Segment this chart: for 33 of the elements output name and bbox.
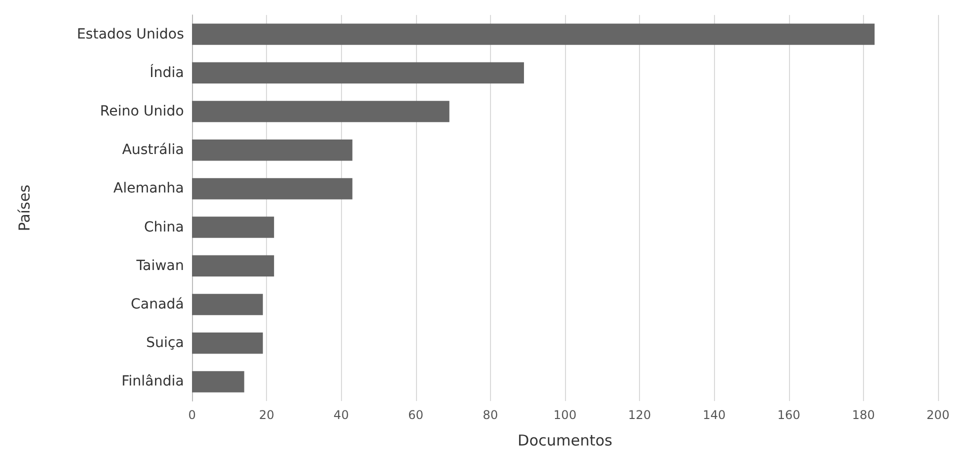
y-tick-label: Austrália <box>122 142 184 158</box>
x-tick-label: 120 <box>628 408 652 422</box>
bar <box>192 178 352 200</box>
x-axis-title: Documentos <box>518 432 613 450</box>
y-axis-title: Países <box>16 184 34 232</box>
bar <box>192 139 352 161</box>
x-tick-label: 20 <box>258 408 274 422</box>
y-tick-label: Canadá <box>130 296 184 312</box>
x-tick-label: 80 <box>482 408 498 422</box>
x-tick-label: 0 <box>188 408 196 422</box>
bar <box>192 332 263 354</box>
x-tick-label: 100 <box>554 408 576 422</box>
y-tick-label: Reino Unido <box>100 104 184 120</box>
x-tick-label: 160 <box>777 408 800 422</box>
y-tick-label: Estados Unidos <box>76 26 184 42</box>
y-tick-label: Finlândia <box>122 374 184 390</box>
bar <box>192 24 875 45</box>
x-tick-label: 60 <box>408 408 424 422</box>
bar <box>192 100 450 122</box>
y-tick-label: China <box>144 219 184 236</box>
y-tick-label: Suiça <box>146 335 184 352</box>
x-tick-label: 180 <box>852 408 875 422</box>
bar <box>192 294 263 316</box>
bar <box>192 62 524 84</box>
x-tick-label: 200 <box>926 408 950 422</box>
y-tick-label: Alemanha <box>113 180 184 197</box>
y-tick-label: Índia <box>150 64 184 81</box>
x-tick-label: 40 <box>334 408 349 422</box>
x-tick-label: 140 <box>702 408 726 422</box>
y-tick-label: Taiwan <box>135 258 184 274</box>
bar <box>192 371 244 392</box>
bar <box>192 216 274 238</box>
bar <box>192 255 274 277</box>
